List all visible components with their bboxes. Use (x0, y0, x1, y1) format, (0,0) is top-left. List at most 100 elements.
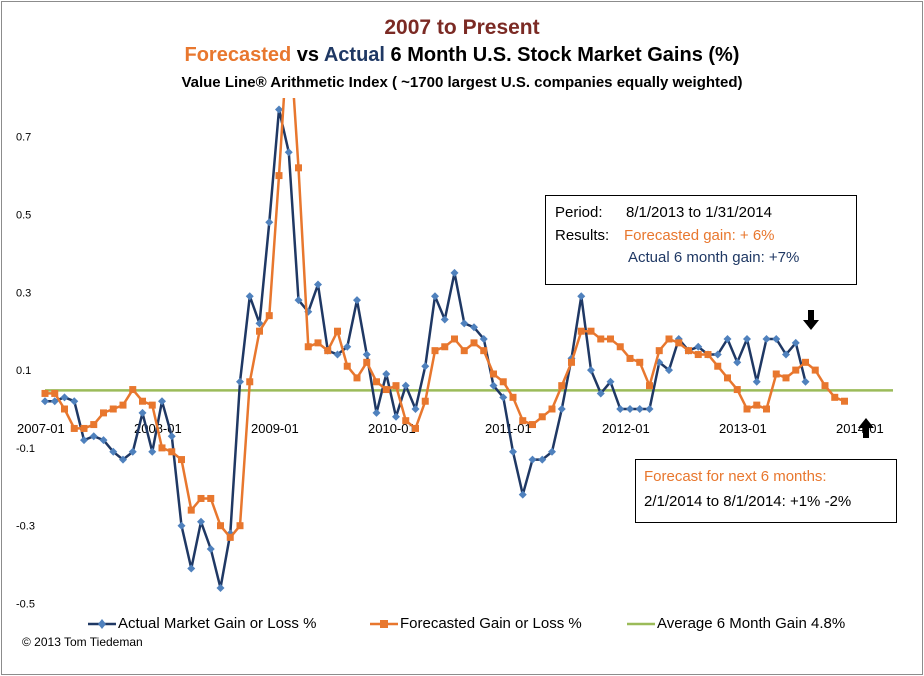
forecast-data-point (636, 358, 644, 366)
forecast-data-point (841, 397, 848, 405)
legend-actual: Actual Market Gain or Loss % (88, 614, 316, 634)
forecast-data-point (295, 164, 302, 172)
actual-data-point (801, 377, 810, 386)
period-value: 8/1/2013 to 1/31/2014 (626, 204, 772, 221)
actual-data-point (450, 268, 459, 277)
y-tick-label: 0.7 (16, 132, 31, 144)
actual-data-point (128, 447, 137, 456)
actual-data-point (206, 545, 215, 554)
forecast-data-point (373, 378, 380, 386)
forecast-data-point (80, 424, 88, 432)
actual-data-point (255, 319, 264, 328)
actual-data-point (216, 583, 225, 592)
forecast-data-point (802, 358, 809, 366)
forecast-data-point (304, 343, 312, 351)
legend-forecast-swatch (370, 620, 398, 628)
actual-data-point (158, 397, 166, 406)
actual-data-point (509, 447, 517, 456)
actual-data-point (587, 366, 595, 375)
forecast-data-point (246, 378, 254, 386)
forecast-data-point (558, 382, 566, 390)
forecast-data-point (743, 405, 751, 413)
forecast-data-point (763, 405, 770, 413)
period-label: Period: (555, 204, 603, 221)
actual-data-point (538, 455, 547, 464)
actual-data-point (80, 436, 88, 445)
forecast-data-point (568, 358, 575, 366)
forecast-data-point (607, 335, 614, 343)
actual-data-point (362, 350, 371, 359)
actual-data-point (772, 334, 781, 343)
forecast-data-point (343, 362, 351, 370)
subtitle-actual: Actual (323, 44, 385, 66)
forecast-data-point (158, 444, 166, 452)
actual-data-point (752, 377, 761, 386)
actual-data-point (733, 358, 742, 367)
forecast-data-point (90, 421, 98, 429)
forecast-data-point (265, 312, 273, 320)
y-tick-label: 0.1 (16, 365, 31, 377)
forecast-data-point (470, 339, 478, 347)
subtitle-rest: 6 Month U.S. Stock Market Gains (%) (384, 44, 740, 66)
forecast-data-point (451, 335, 458, 343)
forecast-data-point (51, 389, 59, 397)
legend-average-swatch (627, 622, 655, 626)
forecast-data-point (70, 424, 78, 432)
forecast-gain-text: Forecasted gain: + 6% (624, 227, 775, 244)
actual-data-point (167, 432, 176, 441)
forecast-data-point (753, 401, 761, 409)
actual-data-point (743, 334, 751, 343)
actual-data-point (421, 362, 430, 371)
actual-data-point (518, 490, 527, 499)
actual-data-point (99, 436, 108, 445)
x-tick-label: 2007-01 (17, 421, 65, 436)
forecast-data-point (490, 370, 497, 378)
x-tick-label: 2013-01 (719, 421, 767, 436)
up-arrow-annotation (858, 418, 874, 438)
actual-data-point (245, 292, 254, 301)
actual-data-point (138, 408, 147, 417)
forecast-data-point (724, 374, 731, 382)
actual-data-point (284, 148, 293, 157)
actual-data-point (470, 323, 478, 332)
actual-data-point (499, 393, 508, 402)
actual-data-point (148, 447, 157, 456)
forecast-data-point (431, 347, 439, 355)
forecast-data-point (197, 494, 205, 502)
forecast-data-point (655, 347, 663, 355)
legend-forecast-label: Forecasted Gain or Loss % (400, 615, 582, 632)
forecast-data-point (275, 172, 283, 180)
actual-data-point (70, 397, 79, 406)
y-tick-label: 0.3 (16, 287, 31, 299)
actual-data-point (694, 342, 703, 351)
forecast-data-point (236, 522, 244, 530)
actual-data-point (665, 366, 673, 375)
actual-data-point (333, 350, 342, 359)
actual-data-point (577, 292, 586, 301)
forecast-data-point (685, 347, 692, 355)
forecast-data-point (207, 494, 215, 502)
forecast-data-point (694, 351, 702, 359)
actual-data-point (762, 334, 771, 343)
period-results-box: Period: 8/1/2013 to 1/31/2014 Results: F… (545, 195, 857, 285)
legend-forecast: Forecasted Gain or Loss % (370, 614, 582, 634)
actual-data-point (431, 292, 439, 301)
actual-data-point (606, 377, 615, 386)
actual-data-point (50, 397, 59, 406)
forecast-data-point (334, 327, 341, 335)
actual-data-point (372, 408, 381, 417)
actual-data-point (265, 218, 274, 227)
forecast-data-point (480, 347, 488, 355)
actual-data-point (89, 432, 98, 441)
forecast-data-point (226, 533, 234, 541)
actual-data-point (713, 350, 722, 359)
forecast-data-point (538, 413, 546, 421)
forecast-data-point (187, 506, 195, 514)
forecast-data-point (441, 343, 449, 351)
x-tick-label: 2012-01 (602, 421, 650, 436)
chart-title: 2007 to Present (384, 16, 540, 39)
forecast-data-point (616, 343, 624, 351)
forecast-data-point (704, 351, 712, 359)
forecast-data-point (821, 382, 829, 390)
